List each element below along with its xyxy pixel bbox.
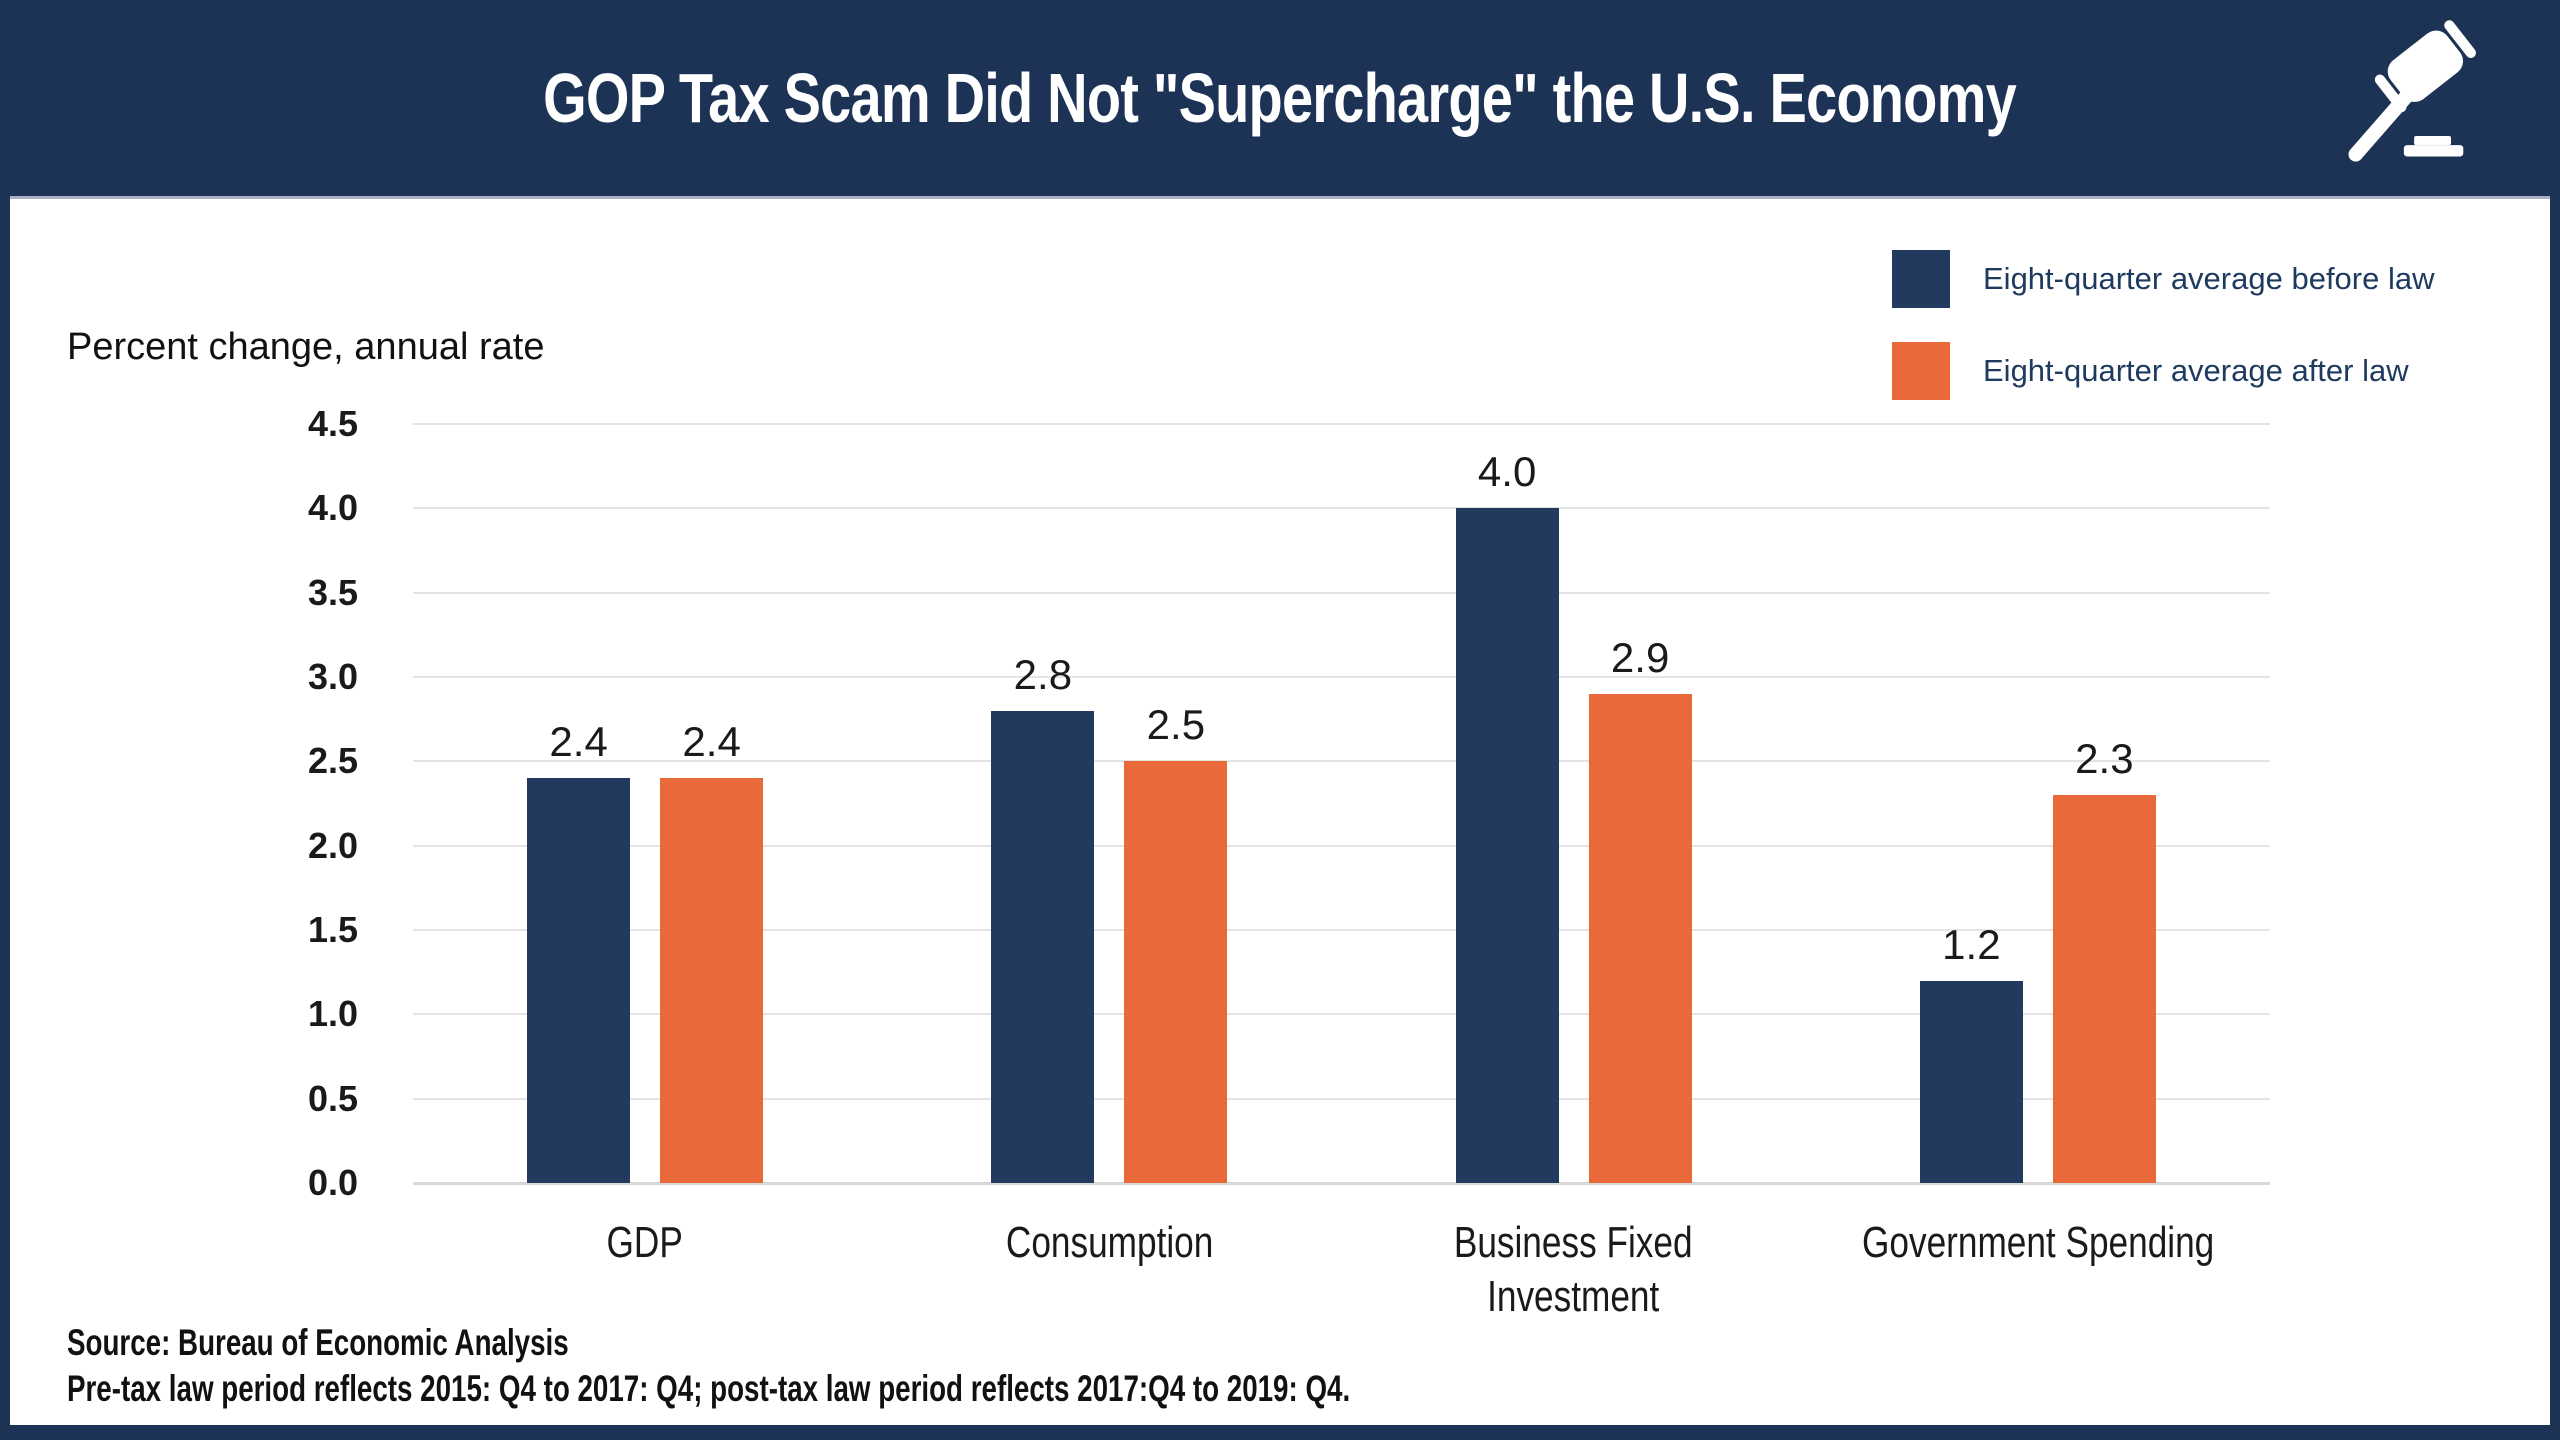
x-category-text: Business Fixed Investment bbox=[1454, 1218, 1693, 1321]
bar-business-fixed-investment-before bbox=[1455, 508, 1559, 1183]
y-tick-label: 4.5 bbox=[307, 403, 358, 444]
legend-swatch-after bbox=[1892, 342, 1950, 400]
methodology-note: Pre-tax law period reflects 2015: Q4 to … bbox=[67, 1368, 1351, 1409]
gridline bbox=[413, 676, 2270, 678]
gridline bbox=[413, 591, 2270, 594]
legend-item-before-law: Eight-quarter average before law bbox=[1892, 250, 2434, 308]
page-title: GOP Tax Scam Did Not "Supercharge" the U… bbox=[543, 59, 2018, 137]
x-category-label-government-spending: Government Spending bbox=[1798, 1216, 2278, 1270]
x-category-label-consumption: Consumption bbox=[869, 1216, 1349, 1270]
bar-consumption-before bbox=[991, 710, 1095, 1183]
bar-value-label: 2.3 bbox=[2075, 735, 2134, 783]
gridline bbox=[413, 1013, 2270, 1016]
gridline bbox=[413, 1097, 2270, 1100]
y-tick-label: 2.5 bbox=[307, 740, 358, 782]
x-category-label-gdp: GDP bbox=[405, 1216, 885, 1270]
legend-label-before: Eight-quarter average before law bbox=[1983, 261, 2435, 296]
y-tick-label: 1.5 bbox=[307, 909, 358, 950]
legend-item-after-law: Eight-quarter average after law bbox=[1892, 342, 2409, 400]
header-banner: GOP Tax Scam Did Not "Supercharge" the U… bbox=[0, 0, 2560, 196]
y-tick-label: 4.0 bbox=[307, 487, 358, 529]
bar-value-label: 4.0 bbox=[1477, 448, 1537, 496]
gridline bbox=[413, 929, 2270, 931]
bar-value-label: 2.5 bbox=[1146, 701, 1206, 749]
gridline bbox=[413, 760, 2270, 763]
x-category-label-business-fixed-investment: Business Fixed Investment bbox=[1334, 1216, 1814, 1324]
y-tick-label: 2.0 bbox=[307, 824, 358, 866]
bar-value-label: 2.4 bbox=[682, 718, 741, 766]
bar-gdp-before bbox=[527, 778, 631, 1183]
bar-value-label: 1.2 bbox=[1942, 920, 2001, 968]
bar-government-spending-after bbox=[2052, 795, 2156, 1183]
bar-business-fixed-investment-after bbox=[1588, 693, 1692, 1183]
gridline bbox=[413, 844, 2270, 847]
y-axis-unit-label: Percent change, annual rate bbox=[67, 326, 545, 368]
gavel-icon bbox=[2348, 20, 2476, 162]
y-tick-label: 1.0 bbox=[307, 993, 358, 1035]
bar-value-label: 2.9 bbox=[1610, 633, 1670, 681]
gridline bbox=[413, 1182, 2270, 1185]
y-tick-label: 0.0 bbox=[307, 1162, 358, 1203]
y-tick-label: 0.5 bbox=[307, 1077, 358, 1119]
bar-value-label: 2.8 bbox=[1013, 650, 1073, 698]
gridline bbox=[413, 507, 2270, 510]
bar-value-label: 2.4 bbox=[549, 718, 608, 766]
y-tick-label: 3.0 bbox=[307, 656, 358, 697]
x-category-text: Consumption bbox=[1005, 1218, 1214, 1267]
bar-gdp-after bbox=[660, 778, 764, 1183]
source-note: Source: Bureau of Economic Analysis bbox=[67, 1322, 569, 1363]
x-category-text: Government Spending bbox=[1861, 1218, 2214, 1267]
gridline bbox=[413, 423, 2270, 425]
y-tick-label: 3.5 bbox=[307, 571, 358, 613]
legend-swatch-before bbox=[1892, 250, 1950, 308]
bar-government-spending-before bbox=[1919, 980, 2023, 1183]
legend-label-after: Eight-quarter average after law bbox=[1983, 353, 2409, 388]
x-category-text: GDP bbox=[606, 1218, 684, 1267]
bar-consumption-after bbox=[1124, 761, 1228, 1183]
